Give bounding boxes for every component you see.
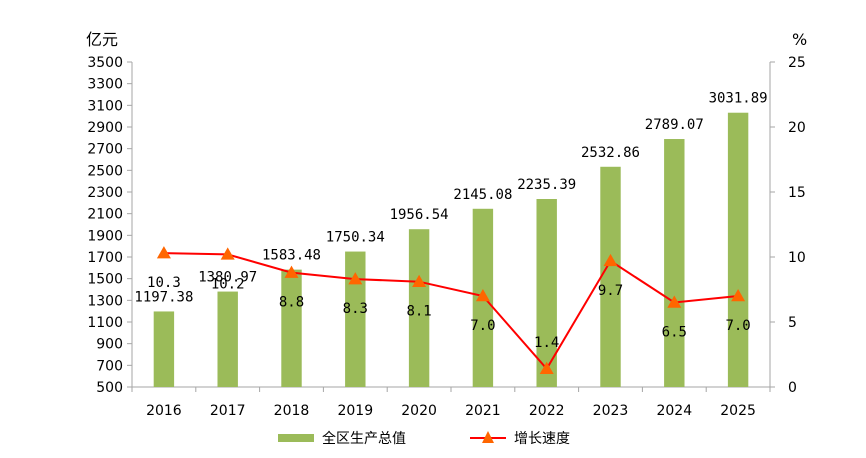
growth-marker <box>220 247 235 260</box>
left-axis-tick-label: 1100 <box>87 315 123 331</box>
bar-gdp <box>600 166 621 387</box>
right-axis-tick-label: 0 <box>788 380 797 396</box>
bar-data-label: 1750.34 <box>326 230 385 246</box>
legend-line-swatch <box>470 431 506 445</box>
left-axis-tick-label: 700 <box>96 358 123 374</box>
growth-data-label: 7.0 <box>470 318 495 334</box>
x-axis-tick-label: 2017 <box>210 403 246 419</box>
left-axis-tick-label: 1700 <box>87 250 123 266</box>
bar-gdp <box>217 291 238 387</box>
growth-data-label: 8.8 <box>279 295 304 311</box>
bar-gdp <box>153 311 175 387</box>
growth-data-label: 8.1 <box>406 304 431 320</box>
x-axis-tick-label: 2025 <box>720 403 756 419</box>
right-axis-tick-label: 10 <box>788 250 806 266</box>
bar-data-label: 2145.08 <box>453 187 512 203</box>
x-axis-tick-label: 2016 <box>146 403 182 419</box>
growth-marker <box>284 265 299 278</box>
growth-data-label: 7.0 <box>725 318 750 334</box>
left-axis-tick-label: 2100 <box>87 207 123 223</box>
growth-data-label: 9.7 <box>598 283 623 299</box>
growth-data-label: 10.3 <box>147 275 181 291</box>
left-axis-tick-label: 2300 <box>87 185 123 201</box>
growth-marker <box>539 361 554 375</box>
bar-data-label: 1583.48 <box>262 248 321 264</box>
right-axis-tick-label: 15 <box>788 185 806 201</box>
growth-marker <box>667 295 682 308</box>
growth-marker <box>603 253 618 267</box>
growth-data-label: 8.3 <box>343 301 368 317</box>
left-axis-tick-label: 900 <box>96 337 123 353</box>
left-axis-tick-label: 1900 <box>87 228 123 244</box>
left-axis-tick-label: 1500 <box>87 272 123 288</box>
legend-label-gdp: 全区生产总值 <box>322 431 406 447</box>
right-axis-tick-label: 20 <box>788 120 806 136</box>
x-axis-tick-label: 2018 <box>274 403 310 419</box>
bar-gdp <box>727 112 749 387</box>
left-axis-tick-label: 2700 <box>87 142 123 158</box>
growth-marker <box>731 289 746 302</box>
bar-data-label: 2789.07 <box>645 117 704 133</box>
legend-item-gdp: 全区生产总值 <box>278 428 406 448</box>
growth-marker <box>348 272 363 285</box>
left-axis-tick-label: 3100 <box>87 98 123 114</box>
x-axis-tick-label: 2024 <box>656 403 692 419</box>
growth-marker <box>156 246 171 259</box>
bar-gdp <box>281 269 302 387</box>
left-axis-tick-label: 3500 <box>87 55 123 71</box>
bar-gdp <box>536 198 557 387</box>
bar-data-label: 3031.89 <box>709 91 768 107</box>
right-axis-tick-label: 25 <box>788 55 806 71</box>
bar-data-label: 1197.38 <box>134 289 193 305</box>
bar-data-label: 1956.54 <box>390 207 449 223</box>
bar-data-label: 2532.86 <box>581 145 640 161</box>
growth-data-label: 1.4 <box>534 335 559 351</box>
legend-bar-swatch <box>278 434 314 442</box>
bar-gdp <box>408 229 430 387</box>
legend-label-growth: 增长速度 <box>514 431 570 447</box>
bar-data-label: 1380.97 <box>198 270 257 286</box>
legend: 全区生产总值 增长速度 <box>0 428 866 452</box>
bar-data-label: 2235.39 <box>517 177 576 193</box>
growth-marker <box>475 289 490 302</box>
bar-gdp <box>345 251 366 387</box>
x-axis-tick-label: 2020 <box>401 403 437 419</box>
legend-item-growth: 增长速度 <box>470 428 570 448</box>
growth-line <box>163 252 739 371</box>
x-axis-tick-label: 2021 <box>465 403 501 419</box>
left-axis-unit: 亿元 <box>86 30 119 49</box>
left-axis-tick-label: 3300 <box>87 77 123 93</box>
growth-data-label: 10.2 <box>211 276 245 292</box>
bar-gdp <box>664 139 685 387</box>
left-axis-tick-label: 1300 <box>87 293 123 309</box>
combo-chart: 5007009001100130015001700190021002300250… <box>87 55 806 419</box>
left-axis-tick-label: 2500 <box>87 163 123 179</box>
x-axis-tick-label: 2023 <box>593 403 629 419</box>
right-axis-unit: % <box>792 30 808 49</box>
x-axis-tick-label: 2022 <box>529 403 565 419</box>
growth-data-label: 6.5 <box>662 325 687 341</box>
x-axis-tick-label: 2019 <box>337 403 373 419</box>
growth-marker <box>412 274 427 287</box>
left-axis-tick-label: 2900 <box>87 120 123 136</box>
left-axis-tick-label: 500 <box>96 380 123 396</box>
right-axis-tick-label: 5 <box>788 315 797 331</box>
